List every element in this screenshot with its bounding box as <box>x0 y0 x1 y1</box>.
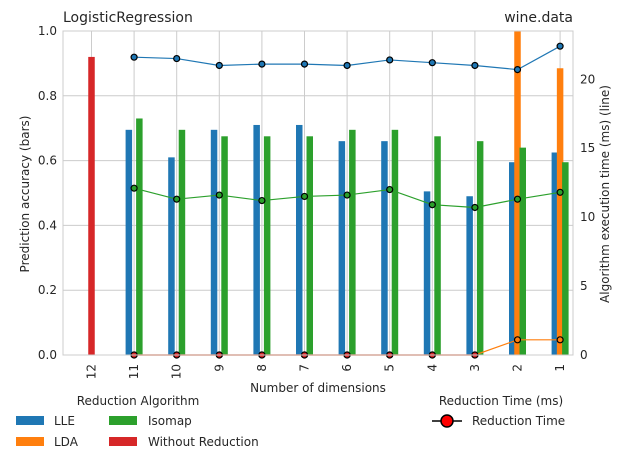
bar-isomap <box>136 118 143 355</box>
x-tick-label: 10 <box>170 364 184 379</box>
point-lle <box>173 54 181 63</box>
bar-isomap <box>306 136 313 355</box>
x-tick-label: 11 <box>127 364 141 379</box>
legend-reduction-time: Reduction Time (ms) Reduction Time <box>432 394 565 428</box>
point-isomap <box>258 196 266 205</box>
legend-swatch-lle <box>16 416 44 425</box>
point-isomap <box>386 185 394 194</box>
y-tick-label-left: 0.0 <box>38 348 57 362</box>
y-tick-label-right: 0 <box>580 348 588 362</box>
bar-lle <box>210 129 218 355</box>
point-lle <box>471 61 479 70</box>
point-isomap <box>300 192 309 201</box>
point-lda <box>556 336 564 344</box>
point-lle <box>130 53 138 61</box>
y-ticks-left: 0.0 0.2 0.4 0.6 0.8 1.0 <box>38 24 57 362</box>
legend-swatch-without-reduction <box>109 437 137 446</box>
bar-lle <box>296 124 303 356</box>
y-tick-label-left: 0.4 <box>38 218 57 232</box>
point-isomap <box>513 195 522 203</box>
x-tick-label: 6 <box>340 364 354 372</box>
bar-lle <box>253 124 260 356</box>
x-tick-label: 8 <box>255 364 269 372</box>
x-tick-label: 7 <box>298 364 312 372</box>
legend-title-right: Reduction Time (ms) <box>439 394 563 408</box>
bar-lle <box>466 196 473 355</box>
bar-lle <box>509 162 516 355</box>
x-tick-label: 4 <box>425 364 439 372</box>
x-tick-label: 5 <box>383 364 397 372</box>
y-tick-label-left: 0.6 <box>38 154 57 168</box>
point-lle <box>556 42 564 50</box>
legend-label-reduction-time: Reduction Time <box>472 414 565 428</box>
bar-lle <box>338 141 346 355</box>
point-lle <box>386 56 394 64</box>
point-isomap <box>215 191 223 199</box>
bar-isomap <box>221 136 228 355</box>
bar-lle <box>423 191 431 355</box>
point-lle <box>513 66 522 74</box>
bar-isomap <box>178 129 186 355</box>
legend-marker-reduction-time <box>440 414 454 428</box>
bar-isomap <box>349 129 356 355</box>
bar-lle <box>168 157 175 355</box>
point-lle <box>428 59 436 67</box>
bar-lle <box>551 152 559 355</box>
y-axis-label-left: Prediction accuracy (bars) <box>18 116 32 273</box>
bars <box>88 31 569 356</box>
y-tick-label-left: 1.0 <box>38 24 57 38</box>
y-tick-label-right: 20 <box>580 72 595 86</box>
point-lle <box>215 61 223 70</box>
legend-title-left: Reduction Algorithm <box>77 394 200 408</box>
y-tick-label-left: 0.2 <box>38 283 57 297</box>
y-tick-label-right: 10 <box>580 210 595 224</box>
bar-isomap <box>562 162 569 355</box>
legend-label-without-reduction: Without Reduction <box>148 435 259 449</box>
bar-lle <box>125 129 133 355</box>
bar-lda <box>514 31 521 355</box>
chart-title-left: LogisticRegression <box>63 10 193 26</box>
chart-title-right: wine.data <box>504 10 573 26</box>
bar-isomap <box>263 136 271 355</box>
point-isomap <box>556 188 564 196</box>
point-isomap <box>471 203 479 212</box>
point-isomap <box>130 184 138 192</box>
y-tick-label-right: 15 <box>580 141 595 155</box>
y-axis-label-right: Algorithm execution time (ms) (line) <box>598 85 612 303</box>
point-lle <box>258 60 266 68</box>
bar-lda <box>556 68 564 355</box>
bar-isomap <box>391 129 399 355</box>
x-tick-label: 12 <box>85 364 99 379</box>
bar-isomap <box>434 136 441 355</box>
point-lle <box>300 60 309 68</box>
legend-reduction-algorithm: Reduction Algorithm LLE LDA Isomap Witho… <box>16 394 259 449</box>
y-ticks-right: 0 5 10 15 20 <box>580 72 595 362</box>
point-isomap <box>428 201 436 209</box>
bar-without-reduction <box>88 56 95 356</box>
x-tick-label: 9 <box>212 364 226 372</box>
x-ticks: 12 11 10 9 8 7 6 5 4 3 2 1 <box>85 364 568 379</box>
point-lle <box>343 61 351 70</box>
legend-swatch-isomap <box>109 416 137 425</box>
legend-label-lle: LLE <box>54 414 75 428</box>
legend-swatch-lda <box>16 437 44 446</box>
x-axis-label: Number of dimensions <box>250 381 386 395</box>
x-tick-label: 2 <box>511 364 525 372</box>
point-isomap <box>343 191 351 199</box>
bar-isomap <box>519 147 526 355</box>
legend-label-isomap: Isomap <box>148 414 192 428</box>
bar-isomap <box>476 141 484 355</box>
point-lda <box>513 336 522 344</box>
point-isomap <box>173 195 181 203</box>
x-tick-label: 1 <box>553 364 567 372</box>
y-tick-label-left: 0.8 <box>38 89 57 103</box>
bar-lle <box>381 141 388 355</box>
y-tick-label-right: 5 <box>580 279 588 293</box>
legend-label-lda: LDA <box>54 435 79 449</box>
plot-frame <box>62 30 574 356</box>
x-tick-label: 3 <box>468 364 482 372</box>
